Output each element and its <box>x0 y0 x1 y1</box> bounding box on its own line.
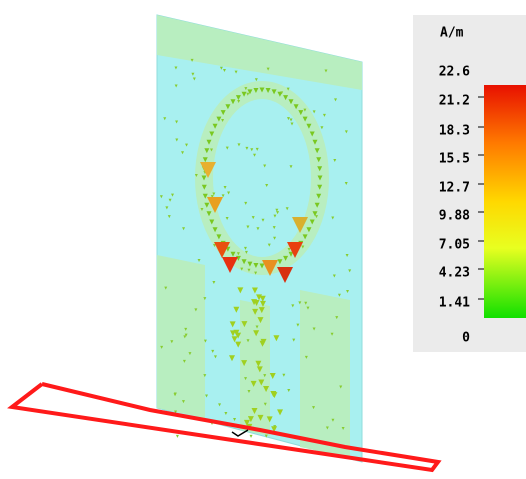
legend-label: 18.3 <box>439 124 470 139</box>
field-view: A/m 22.6 21.2 18.3 15.5 12.7 9.88 7.05 4.23 1.41… <box>0 0 526 479</box>
legend-label: 0 <box>462 331 470 346</box>
legend-unit: A/m <box>440 26 464 41</box>
left-strip <box>157 255 205 418</box>
legend-label: 12.7 <box>439 181 470 196</box>
axis-glyph <box>232 430 248 436</box>
legend-label: 4.23 <box>439 266 470 281</box>
feed-strip <box>240 300 270 436</box>
legend-label: 1.41 <box>439 296 470 311</box>
page: {"legend": {"unit": "A/m", "labels": ["2… <box>0 0 526 479</box>
right-strip <box>300 290 350 458</box>
arrow <box>250 435 253 438</box>
color-bar <box>484 85 526 318</box>
legend-label: 7.05 <box>439 238 470 253</box>
legend-label: 15.5 <box>439 152 470 167</box>
legend-label: 9.88 <box>439 209 470 224</box>
legend-label: 22.6 <box>439 65 470 80</box>
arrow <box>176 435 179 438</box>
legend-label: 21.2 <box>439 94 470 109</box>
